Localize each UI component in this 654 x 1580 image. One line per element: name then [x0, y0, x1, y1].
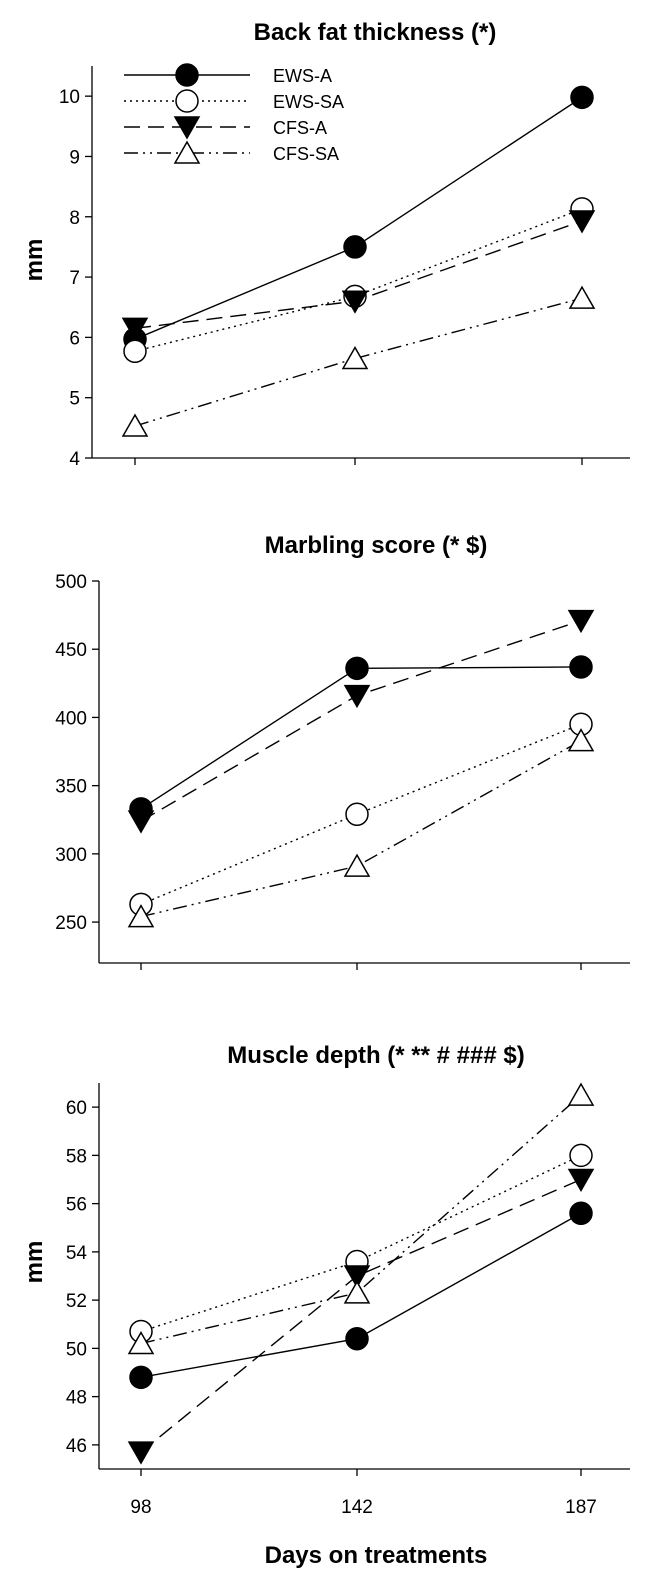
y-tick-label: 56: [66, 1195, 87, 1216]
legend-marker-ews-sa: [175, 89, 199, 113]
data-point-ews-sa: [569, 1143, 593, 1168]
y-tick-label: 60: [66, 1098, 87, 1119]
series-line-ews-sa: [140, 1154, 582, 1333]
series-line-cfs-sa: [140, 1094, 582, 1345]
y-tick-label: 46: [66, 1436, 87, 1457]
data-point-cfs-a: [121, 317, 149, 341]
legend: EWS-A EWS-SA CFS-A CFS-SA: [124, 63, 344, 164]
chart-1-title: Back fat thickness (*): [254, 19, 497, 46]
legend-marker-cfs-a: [173, 116, 201, 140]
x-tick-label: 98: [130, 1497, 151, 1518]
y-tick-label: 58: [66, 1146, 87, 1167]
data-point-cfs-sa: [567, 728, 595, 752]
data-point-cfs-a: [568, 210, 596, 234]
data-point-cfs-sa: [343, 1280, 371, 1304]
y-tick-label: 7: [69, 268, 80, 289]
chart-2-plot: 250 300 350 400 450 500: [55, 572, 630, 970]
series-line-ews-sa: [134, 208, 583, 352]
data-point-cfs-a: [341, 290, 369, 314]
data-point-ews-a: [343, 235, 367, 259]
chart-3-title: Muscle depth (* ** # ### $): [227, 1042, 524, 1069]
data-point-ews-a: [345, 1326, 369, 1351]
data-point-cfs-a: [343, 1265, 371, 1289]
y-tick-label: 10: [59, 87, 80, 108]
y-tick-label: 500: [55, 572, 87, 593]
legend-label-ews-sa: EWS-SA: [273, 92, 344, 112]
legend-label-cfs-a: CFS-A: [273, 118, 327, 138]
legend-label-ews-a: EWS-A: [273, 66, 332, 86]
series-line-cfs-sa: [140, 740, 582, 918]
chart-1-plot: 4 5 6 7 8 9 10: [59, 66, 630, 470]
x-tick-label: 142: [341, 1497, 373, 1518]
chart-3-plot: 46 48 50 52 54 56 58 60 98 142 187: [66, 1082, 630, 1518]
data-point-ews-sa: [123, 339, 147, 364]
data-point-ews-a: [569, 655, 593, 679]
y-tick-label: 450: [55, 640, 87, 661]
x-axis-label: Days on treatments: [265, 1542, 488, 1569]
chart-2-title: Marbling score (* $): [265, 532, 488, 559]
data-point-cfs-sa: [341, 345, 369, 370]
y-tick-label: 54: [66, 1243, 88, 1264]
y-tick-label: 400: [55, 708, 87, 729]
data-point-cfs-sa: [127, 1331, 155, 1355]
y-tick-label: 4: [69, 449, 80, 470]
y-tick-label: 5: [69, 389, 80, 410]
data-point-cfs-a: [343, 684, 371, 709]
series-line-cfs-a: [140, 619, 582, 822]
data-point-cfs-a: [127, 1441, 155, 1465]
y-tick-label: 350: [55, 777, 87, 798]
data-point-cfs-sa: [121, 413, 149, 437]
x-tick-label: 187: [565, 1497, 597, 1518]
legend-marker-cfs-sa: [173, 140, 201, 164]
data-point-cfs-sa: [343, 853, 371, 877]
y-tick-label: 300: [55, 845, 87, 866]
y-tick-label: 52: [66, 1291, 87, 1312]
y-tick-label: 6: [69, 328, 80, 349]
y-tick-label: 8: [69, 208, 80, 229]
data-point-cfs-a: [127, 810, 155, 834]
data-point-cfs-sa: [568, 285, 596, 309]
y-tick-label: 48: [66, 1388, 87, 1409]
series-line-cfs-sa: [134, 297, 583, 427]
series-line-cfs-a: [140, 1178, 582, 1453]
data-point-ews-a: [570, 85, 594, 110]
data-point-cfs-a: [567, 609, 595, 634]
legend-marker-ews-a: [175, 63, 199, 87]
legend-label-cfs-sa: CFS-SA: [273, 144, 339, 164]
data-point-cfs-sa: [567, 1082, 595, 1106]
data-point-cfs-sa: [127, 904, 155, 928]
data-point-ews-a: [569, 1201, 593, 1226]
data-point-ews-a: [129, 1365, 153, 1390]
y-tick-label: 9: [69, 147, 80, 168]
chart-3-ylabel: mm: [21, 1241, 48, 1284]
chart-1-ylabel: mm: [21, 239, 48, 282]
data-point-ews-sa: [345, 802, 369, 827]
y-tick-label: 250: [55, 913, 87, 934]
y-tick-label: 50: [66, 1339, 87, 1360]
data-point-ews-a: [345, 656, 369, 681]
data-point-cfs-a: [567, 1168, 595, 1193]
